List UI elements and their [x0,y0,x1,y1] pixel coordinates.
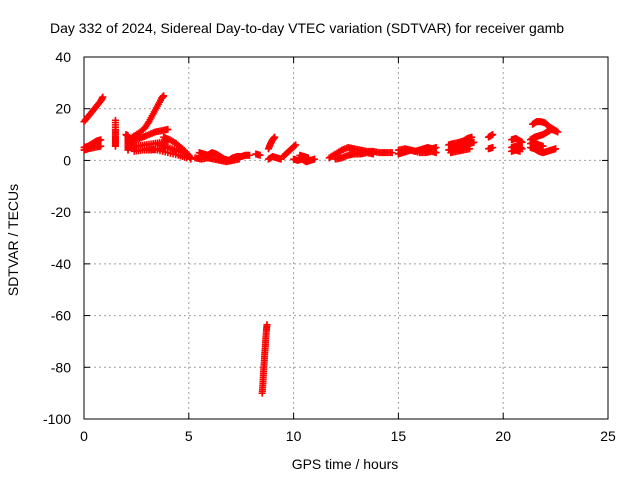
x-tick-label: 10 [286,428,302,444]
data-point [466,145,474,153]
series-seg-3a [128,92,168,141]
data-point [97,142,105,150]
data-point [388,149,396,157]
series-seg-12b [485,144,497,153]
x-tick-label: 0 [80,428,88,444]
x-tick-label: 20 [495,428,511,444]
series-seg-8a [264,133,279,153]
series-seg-8b [264,153,285,163]
series-seg-5b [191,154,243,166]
y-tick-label: -80 [51,359,71,375]
data-point [468,133,476,141]
data-point [489,144,497,151]
data-point [369,150,377,158]
y-axis-label: SDTVAR / TECUs [5,184,21,296]
x-tick-label: 25 [600,428,616,444]
series-seg-11b [445,133,476,149]
data-point [164,125,172,133]
series-seg-12 [485,131,497,141]
series-seg-9b [332,149,377,163]
data-point [552,127,560,135]
y-tick-label: -20 [51,204,71,220]
data-point [111,142,119,150]
plot-frame [83,56,609,420]
data-point [518,138,526,146]
data-point [160,92,168,100]
data-point [235,155,243,163]
y-tick-label: 20 [55,101,71,117]
grid-lines [84,57,608,419]
series-seg-1 [111,116,119,150]
series-seg-10b [394,145,440,157]
y-tick-label: -100 [43,411,71,427]
data-point [246,151,254,159]
data-point [263,321,271,329]
data-point [516,147,524,155]
series-seg-6 [252,150,264,159]
data-point [291,142,299,150]
data-point [271,133,279,141]
data-point [256,151,264,159]
y-tick-label: -60 [51,308,71,324]
x-axis-label: GPS time / hours [292,456,399,472]
series-seg-14c [526,144,560,157]
data-point [292,141,300,149]
series-seg-8e [296,151,312,162]
data-points [80,92,562,397]
data-point [187,155,195,163]
y-tick-label: 0 [63,152,71,168]
series-seg-13 [508,134,526,146]
data-point [311,155,319,163]
series-seg-11c [447,145,474,157]
data-point [304,154,312,162]
data-point [97,136,105,144]
y-tick-label: -40 [51,256,71,272]
data-point [552,145,560,153]
series-seg-0a [80,93,107,126]
series-seg-14d [526,138,547,150]
series-seg-3b [126,125,172,146]
data-point [99,93,107,101]
series-seg-8c [279,141,300,161]
series-seg-0c [80,142,105,154]
series-seg-13c [508,146,524,155]
series-seg-4c [143,145,191,162]
x-tick-label: 5 [185,428,193,444]
axis-ticks: 0 5 10 15 20 25 -100 -80 -60 -40 -20 0 20 40 [43,49,616,444]
data-point [539,142,547,150]
data-point [470,138,478,146]
data-point [183,154,191,162]
data-point [432,149,440,157]
x-tick-label: 15 [391,428,407,444]
data-point [489,131,497,139]
y-tick-label: 40 [55,49,71,65]
chart-title: Day 332 of 2024, Sidereal Day-to-day VTE… [50,20,564,36]
series-seg-7 [258,321,271,397]
